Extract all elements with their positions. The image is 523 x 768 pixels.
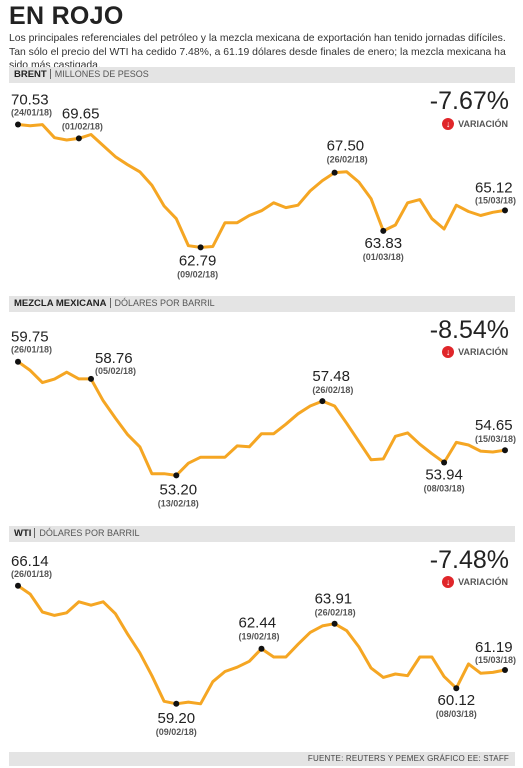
brent-change: -7.67% [429, 87, 509, 115]
wti-point-date: (26/01/18) [11, 569, 52, 579]
mezcla-point-value: 57.48 [312, 368, 350, 385]
mezcla-point-date: (05/02/18) [95, 366, 136, 376]
wti-point-date: (26/02/18) [315, 608, 356, 618]
wti-point-date: (15/03/18) [475, 655, 516, 665]
mezcla-point-value: 53.94 [425, 467, 463, 484]
mezcla-unit: DÓLARES POR BARRIL [109, 298, 215, 308]
wti-point-marker [453, 685, 460, 692]
wti-point-date: (09/02/18) [156, 727, 197, 737]
wti-point-date: (08/03/18) [436, 709, 477, 719]
wti-point-value: 66.14 [11, 553, 49, 570]
mezcla-point-marker [88, 375, 94, 382]
wti-variation: ↓ VARIACIÓN [442, 576, 508, 588]
brent-point-value: 65.12 [475, 179, 513, 196]
mezcla-point-marker [441, 459, 448, 466]
mezcla-point-value: 59.75 [11, 329, 49, 346]
mezcla-line-chart: 59.75(26/01/18) 58.76(05/02/18) 53.20(13/0… [11, 329, 516, 509]
wti-line-chart: 66.14(26/01/18) 59.20(09/02/18) 62.44(19/0… [11, 553, 516, 737]
brent-point-date: (01/03/18) [363, 252, 404, 262]
mezcla-point-date: (13/02/18) [158, 498, 199, 508]
wti-point-marker [173, 700, 180, 707]
mezcla-point-marker [319, 398, 326, 405]
mezcla-point-date: (08/03/18) [424, 484, 465, 494]
brent-variation: ↓ VARIACIÓN [442, 118, 508, 130]
brent-line-chart: 70.53(24/01/18) 69.65(01/02/18) 62.79(09/0… [11, 92, 516, 280]
wti-point-marker [502, 667, 508, 673]
brent-point-date: (26/02/18) [327, 155, 368, 165]
mezcla-point-marker [15, 358, 21, 365]
mezcla-variation: ↓ VARIACIÓN [442, 346, 508, 358]
brent-point-date: (24/01/18) [11, 108, 52, 118]
brent-point-date: (01/02/18) [62, 121, 103, 131]
wti-point-value: 61.19 [475, 639, 513, 656]
source-text: FUENTE: REUTERS Y PEMEX GRÁFICO EE: STAF… [307, 754, 509, 763]
mezcla-point-marker [502, 447, 508, 454]
chart-subtitle: Los principales referenciales del petról… [9, 33, 506, 71]
brent-point-marker [380, 227, 387, 234]
brent-point-date: (15/03/18) [475, 195, 516, 205]
wti-series-line [16, 584, 507, 706]
mezcla-point-date: (26/01/18) [11, 345, 52, 355]
wti-unit: DÓLARES POR BARRIL [34, 528, 140, 538]
brent-series-name: BRENT MILLONES DE PESOS [14, 69, 149, 80]
wti-header: WTI DÓLARES POR BARRIL [9, 526, 515, 542]
brent-point-value: 62.79 [179, 252, 217, 269]
wti-panel: WTI DÓLARES POR BARRIL -7.48% ↓ VARIACIÓN… [9, 526, 516, 750]
brent-point-marker [15, 121, 21, 128]
mezcla-series-name: MEZCLA MEXICANA DÓLARES POR BARRIL [14, 298, 215, 309]
brent-series-line [16, 123, 507, 249]
mezcla-point-value: 58.76 [95, 350, 133, 367]
wti-point-date: (19/02/18) [239, 632, 280, 642]
mezcla-header: MEZCLA MEXICANA DÓLARES POR BARRIL [9, 296, 515, 312]
wti-point-value: 62.44 [239, 615, 277, 632]
mezcla-point-value: 53.20 [160, 481, 198, 498]
brent-point-value: 67.50 [327, 138, 365, 155]
arrow-down-circle-icon: ↓ [442, 346, 455, 358]
wti-point-marker [258, 645, 265, 652]
mezcla-point-date: (26/02/18) [312, 385, 353, 395]
wti-point-value: 60.12 [438, 692, 476, 709]
source-footer: FUENTE: REUTERS Y PEMEX GRÁFICO EE: STAF… [9, 752, 515, 766]
brent-point-marker [502, 207, 508, 214]
wti-point-marker [331, 620, 338, 627]
brent-point-marker [197, 244, 204, 251]
mezcla-point-marker [173, 472, 180, 479]
wti-series-name: WTI DÓLARES POR BARRIL [14, 528, 140, 539]
brent-point-marker [331, 169, 338, 176]
brent-point-marker [75, 135, 82, 142]
wti-point-marker [15, 582, 21, 589]
brent-header: BRENT MILLONES DE PESOS [9, 67, 515, 83]
chart-title: EN ROJO [9, 2, 124, 30]
brent-unit: MILLONES DE PESOS [49, 69, 149, 79]
mezcla-variation-label: VARIACIÓN [458, 347, 508, 357]
brent-panel: BRENT MILLONES DE PESOS -7.67% ↓ VARIACIÓ… [9, 67, 516, 292]
mezcla-change: -8.54% [429, 316, 509, 344]
brent-point-date: (09/02/18) [177, 269, 218, 279]
wti-point-value: 59.20 [158, 710, 196, 727]
brent-point-value: 69.65 [62, 105, 100, 122]
arrow-down-circle-icon: ↓ [442, 118, 455, 130]
arrow-down-circle-icon: ↓ [442, 576, 455, 588]
mezcla-point-value: 54.65 [475, 417, 513, 434]
brent-variation-label: VARIACIÓN [458, 119, 508, 129]
mezcla-series-line [16, 360, 507, 477]
brent-point-value: 70.53 [11, 92, 49, 109]
mezcla-panel: MEZCLA MEXICANA DÓLARES POR BARRIL -8.54%… [9, 296, 516, 521]
wti-point-value: 63.91 [315, 591, 353, 608]
wti-variation-label: VARIACIÓN [458, 577, 508, 587]
wti-change: -7.48% [429, 546, 509, 574]
brent-point-value: 63.83 [365, 235, 403, 252]
mezcla-point-date: (15/03/18) [475, 434, 516, 444]
